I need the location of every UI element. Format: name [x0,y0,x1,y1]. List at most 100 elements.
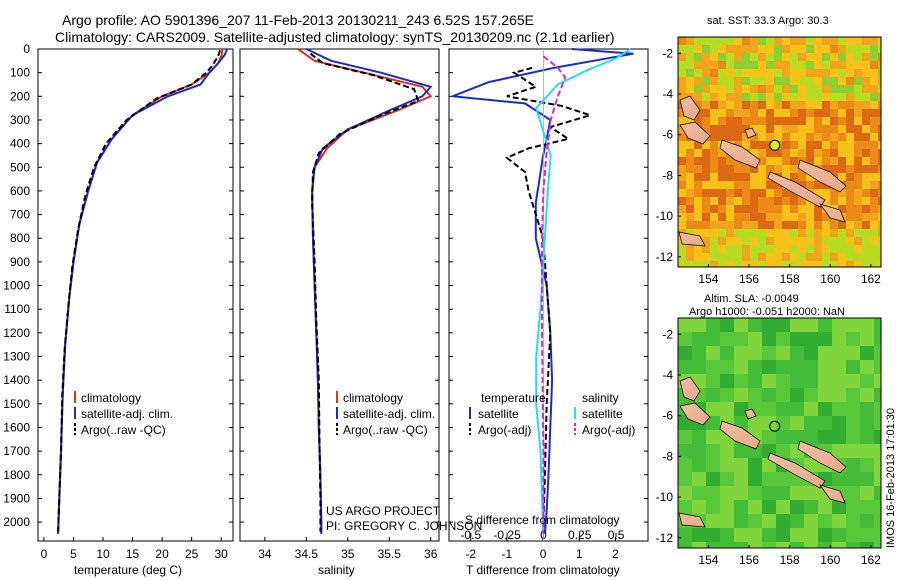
sst-cell [798,117,806,125]
sst-cell [798,237,806,245]
sla-cell [706,458,720,472]
sst-cell [814,157,822,165]
sst-cell [734,245,742,253]
island [679,95,701,121]
island [679,376,701,402]
sst-cell [766,197,774,205]
sla-cell [706,430,720,444]
sst-cell [878,173,881,181]
sst-cell [878,37,881,45]
sst-cell [822,45,830,53]
series-satellite-adj-clim- [57,48,229,534]
sst-cell [694,253,702,261]
sla-cell [720,514,734,528]
sst-cell [766,61,774,69]
sst-cell [774,61,782,69]
sst-cell [750,181,758,189]
sla-cell [748,542,762,548]
sst-cell [774,101,782,109]
sst-cell [758,229,766,237]
sst-cell [702,125,710,133]
sst-cell [838,37,846,45]
island [744,127,757,139]
sst-cell [710,189,718,197]
sla-cell [860,472,874,486]
sst-cell [854,181,862,189]
x-tick-label: 35.5 [378,547,402,561]
t-difference-xlabel: T difference from climatology [466,563,620,577]
sst-cell [862,125,870,133]
s-difference-xlabel: S difference from climatology [465,513,620,527]
sst-cell [838,77,846,85]
sst-cell [878,157,881,165]
sst-cell [830,133,838,141]
sst-cell [806,157,814,165]
sla-cell [734,388,748,402]
depth-tick-label: 1900 [3,491,30,505]
sla-cell [776,486,790,500]
sst-cell [814,117,822,125]
sla-cell [874,430,881,444]
sst-cell [710,133,718,141]
sla-cell [846,514,860,528]
sla-cell [748,472,762,486]
sla-cell [748,332,762,346]
map-x-tick-label: 162 [861,553,881,567]
sst-cell [846,117,854,125]
sst-cell [710,245,718,253]
sst-cell [702,253,710,261]
sst-cell [830,189,838,197]
sst-cell [782,221,790,229]
island [679,121,711,145]
sst-cell [694,141,702,149]
sla-cell [804,486,818,500]
sst-cell [726,69,734,77]
sst-cell [742,85,750,93]
x-tick-label: 0 [540,547,547,561]
map-y-tick-label: -10 [656,490,674,504]
sst-cell [846,197,854,205]
s-x-tick-label: 0.25 [568,528,592,542]
sst-cell [814,45,822,53]
sst-cell [686,149,694,157]
sst-cell [710,157,718,165]
sst-cell [878,85,881,93]
salinity-panel [239,48,440,542]
sst-cell [854,141,862,149]
sst-cell [854,93,862,101]
sla-cell [734,444,748,458]
sla-cell [874,458,881,472]
sst-cell [814,253,822,261]
salinity-plot: 34 34.5 35 35.5 36 [240,48,439,561]
sla-cell [762,486,776,500]
sst-cell [814,245,822,253]
sla-cell [748,360,762,374]
sst-cell [878,261,881,267]
sst-cell [726,37,734,45]
sla-cell [720,332,734,346]
sla-cell [678,430,692,444]
sst-cell [806,221,814,229]
sst-cell [726,165,734,173]
sst-cell [806,101,814,109]
sla-cell [706,346,720,360]
sst-cell [878,149,881,157]
depth-tick-label: 1100 [4,302,30,316]
legend-s-satellite: satellite [582,407,623,421]
sst-cell [710,165,718,173]
sst-cell [790,93,798,101]
sst-cell [806,173,814,181]
sst-cell [694,189,702,197]
sst-cell [678,245,686,253]
sst-cell [718,37,726,45]
sst-cell [878,253,881,261]
sst-cell [854,237,862,245]
sst-cell [838,149,846,157]
sst-cell [782,229,790,237]
sst-cell [822,109,830,117]
sla-cell [776,514,790,528]
sst-cell [782,61,790,69]
sst-cell [742,117,750,125]
sst-cell [814,133,822,141]
sst-cell [718,213,726,221]
